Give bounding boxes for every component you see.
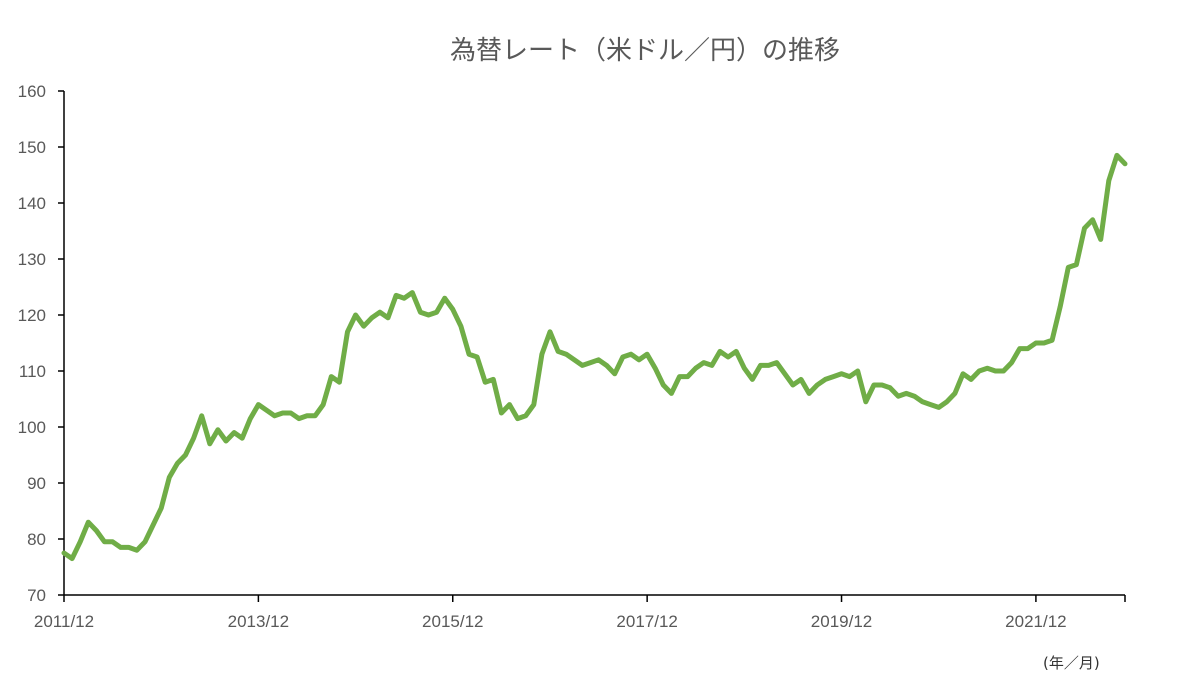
chart-title: 為替レート（米ドル／円）の推移 — [449, 36, 840, 66]
y-tick-label: 70 — [27, 586, 46, 605]
chart-axes: 70 80 90 100 110 120 130 140 150 160 2011/12 2013/1… — [18, 82, 1126, 631]
x-tick-label: 2015/12 — [422, 612, 483, 631]
chart-series — [61, 152, 1128, 562]
y-tick-label: 160 — [18, 82, 46, 101]
x-axis-unit-label: (年／月) — [1043, 654, 1100, 672]
x-tick-label: 2011/12 — [34, 612, 94, 631]
y-tick-label: 90 — [27, 474, 46, 493]
y-tick-label: 120 — [18, 306, 46, 325]
y-tick-label: 130 — [18, 250, 46, 269]
x-tick-label: 2019/12 — [811, 612, 872, 631]
usd-jpy-series-line — [61, 152, 1128, 562]
x-tick-label: 2017/12 — [616, 612, 677, 631]
y-tick-label: 110 — [19, 362, 46, 381]
y-tick-label: 140 — [18, 194, 46, 213]
x-tick-label: 2021/12 — [1005, 612, 1066, 631]
y-tick-label: 100 — [18, 418, 46, 437]
y-tick-label: 80 — [27, 530, 46, 549]
y-tick-label: 150 — [18, 138, 46, 157]
x-tick-label: 2013/12 — [228, 612, 289, 631]
